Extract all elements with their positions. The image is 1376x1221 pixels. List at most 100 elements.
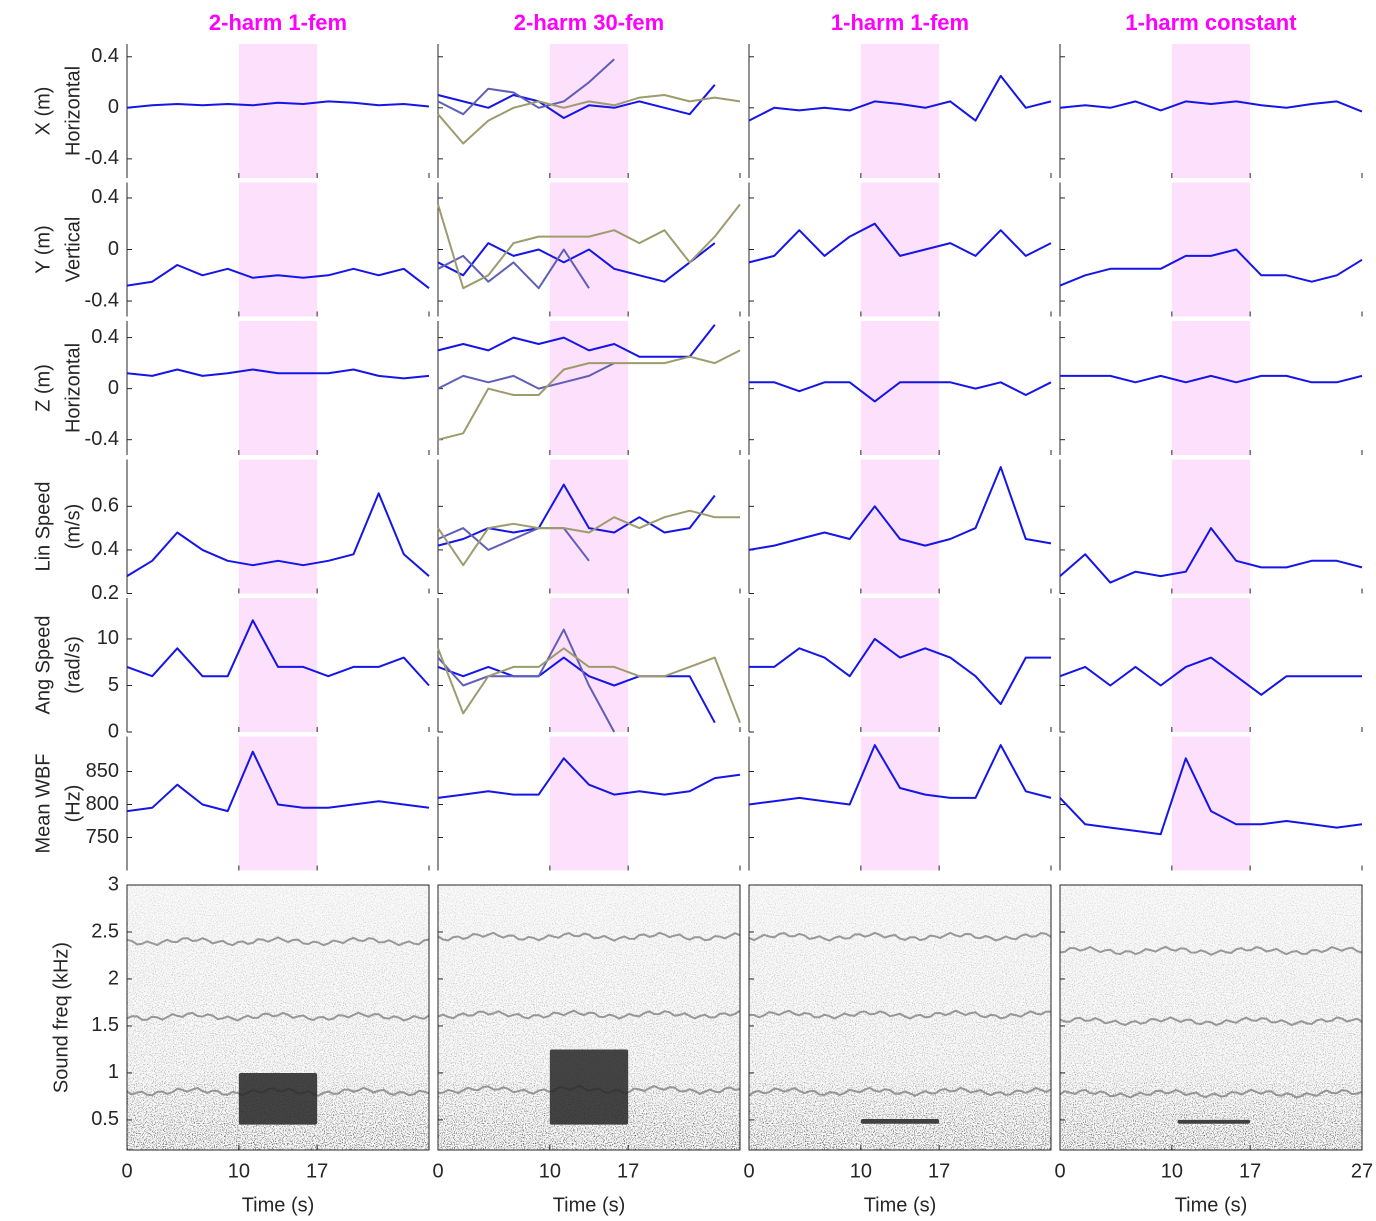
shade	[238, 459, 318, 594]
y-tick-label: 850	[86, 760, 119, 782]
series-line	[437, 362, 615, 390]
x-tick-label: 0	[743, 1160, 754, 1182]
series-line	[749, 381, 1052, 403]
harmonic-band	[1059, 1016, 1363, 1027]
y-axis-label: Mean WBF	[32, 753, 54, 853]
x-tick-label: 0	[1054, 1160, 1065, 1182]
shade	[1171, 44, 1251, 178]
y-tick-label: 1.5	[91, 1014, 119, 1036]
series-line	[437, 349, 741, 441]
y-axis-label: Horizontal	[62, 343, 84, 433]
series-line	[749, 637, 1051, 706]
series-line	[437, 58, 615, 116]
y-tick-label: 10	[97, 627, 119, 649]
x-tick-label: 17	[928, 1160, 950, 1182]
x-tick-label: 17	[617, 1160, 639, 1182]
y-tick-label: 0.4	[91, 326, 119, 348]
y-axis-label: Sound freq (kHz)	[50, 942, 72, 1093]
shade	[1171, 459, 1251, 594]
x-tick-label: 10	[850, 1160, 872, 1182]
series-line	[437, 324, 716, 358]
shade	[238, 321, 318, 455]
series-line	[748, 466, 1052, 551]
axes-box	[748, 884, 1052, 1151]
y-tick-label: 0.6	[91, 495, 119, 517]
y-axis-label: Lin Speed	[32, 481, 54, 571]
y-tick-label: -0.4	[85, 428, 119, 450]
series-line	[126, 264, 430, 289]
x-tick-label: 10	[1161, 1160, 1183, 1182]
y-axis-label: Y (m)	[32, 225, 54, 274]
shade	[860, 321, 940, 455]
series-line	[748, 744, 1052, 806]
axes-box	[126, 884, 430, 1151]
series-line	[126, 492, 430, 577]
spectrogram-noise	[1060, 885, 1362, 1150]
stimulus	[860, 1118, 940, 1124]
series-line	[437, 757, 741, 799]
series-line	[126, 100, 430, 109]
shade	[549, 321, 629, 455]
column-title: 1-harm constant	[1125, 10, 1297, 35]
y-tick-label: 0.4	[91, 45, 119, 67]
shade	[549, 736, 629, 871]
shade	[860, 598, 940, 732]
y-tick-label: 0	[108, 377, 119, 399]
axes-box	[1059, 884, 1363, 1151]
y-tick-label: 0	[108, 96, 119, 118]
harmonic-band	[126, 1011, 430, 1022]
shade	[1171, 321, 1251, 455]
series-line	[437, 483, 716, 547]
y-tick-label: 0.2	[91, 582, 119, 604]
harmonic-band	[437, 1009, 741, 1020]
series-line	[1059, 527, 1363, 584]
y-axis-label: Ang Speed	[32, 616, 54, 715]
series-line	[126, 368, 430, 380]
series-line	[1059, 757, 1363, 836]
harmonic-band	[1059, 1088, 1363, 1099]
series-line	[1060, 374, 1363, 384]
x-axis-label: Time (s)	[242, 1194, 315, 1216]
shade	[1171, 182, 1251, 317]
y-axis-label: (rad/s)	[62, 636, 84, 694]
x-axis-label: Time (s)	[553, 1194, 626, 1216]
shade	[1171, 598, 1251, 732]
x-tick-label: 17	[1239, 1160, 1261, 1182]
x-axis-label: Time (s)	[1175, 1194, 1248, 1216]
series-line	[126, 750, 430, 813]
y-tick-label: 5	[108, 674, 119, 696]
x-tick-label: 0	[432, 1160, 443, 1182]
axes-box	[437, 884, 741, 1151]
y-tick-label: 0.5	[91, 1108, 119, 1130]
series-line	[1059, 100, 1363, 113]
x-axis-label: Time (s)	[864, 1194, 937, 1216]
x-tick-label: 27	[1351, 1160, 1373, 1182]
harmonic-band	[748, 1086, 1052, 1097]
y-tick-label: 0.4	[91, 186, 119, 208]
shade	[860, 44, 940, 178]
y-axis-label: (m/s)	[62, 504, 84, 550]
y-tick-label: -0.4	[85, 147, 119, 169]
shade	[238, 44, 318, 178]
series-line	[1059, 656, 1362, 696]
series-line	[437, 628, 616, 733]
series-line	[437, 509, 740, 567]
y-tick-label: 750	[86, 826, 119, 848]
shade	[238, 182, 318, 317]
y-tick-label: 800	[86, 793, 119, 815]
series-line	[437, 94, 741, 145]
y-axis-label: Horizontal	[62, 66, 84, 156]
y-axis-label: (Hz)	[62, 785, 84, 823]
harmonic-band	[126, 936, 430, 947]
stimulus	[238, 1072, 318, 1125]
stimulus	[549, 1049, 629, 1125]
shade	[860, 459, 940, 594]
stimulus	[1177, 1119, 1251, 1124]
y-tick-label: -0.4	[85, 289, 119, 311]
shade	[860, 736, 940, 871]
harmonic-band	[748, 931, 1052, 942]
harmonic-band	[749, 1009, 1051, 1020]
x-tick-label: 17	[306, 1160, 328, 1182]
series-line	[437, 84, 716, 119]
y-tick-label: 2	[108, 967, 119, 989]
